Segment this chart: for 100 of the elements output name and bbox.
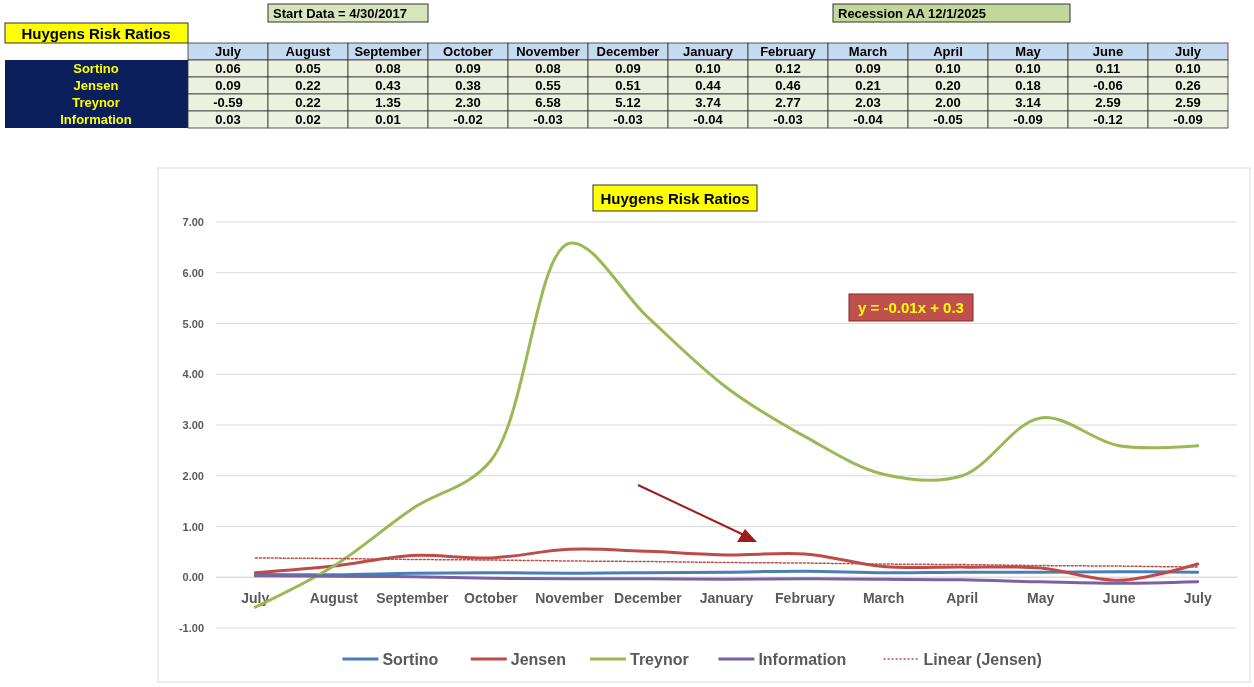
text: Treynor	[72, 95, 120, 110]
text: Jensen	[73, 78, 119, 93]
x-tick-label: July	[1183, 590, 1212, 606]
y-tick-label: 5.00	[182, 317, 204, 330]
data-label: 0.10	[1175, 61, 1201, 76]
data-label: -0.03	[533, 112, 563, 127]
y-tick-label: 4.00	[182, 368, 204, 381]
x-tick-label: August	[309, 590, 359, 606]
data-label: 0.20	[935, 78, 961, 93]
legend-label: Information	[758, 651, 847, 668]
line-series	[253, 574, 1200, 585]
data-label: 0.43	[375, 78, 401, 93]
line-series	[253, 547, 1200, 582]
data-label: -0.12	[1093, 112, 1123, 127]
category-label: March	[848, 44, 888, 59]
data-label: 0.03	[215, 112, 241, 127]
data-label: 2.03	[855, 95, 881, 110]
data-label: -0.06	[1093, 78, 1123, 93]
text: Recession AA 12/1/2025	[838, 6, 986, 21]
data-label: -0.03	[613, 112, 643, 127]
data-label: -0.03	[773, 112, 803, 127]
data-label: 0.09	[455, 61, 481, 76]
data-label: 0.55	[535, 78, 561, 93]
data-label: -0.09	[1173, 112, 1203, 127]
data-label: 0.09	[615, 61, 641, 76]
x-tick-label: February	[775, 590, 836, 606]
data-label: 0.38	[455, 78, 481, 93]
data-label: -0.04	[693, 112, 724, 127]
x-tick-label: January	[699, 590, 754, 606]
category-label: May	[1015, 44, 1041, 59]
category-label: November	[516, 44, 580, 59]
text: Information	[60, 112, 132, 127]
data-label: 0.51	[615, 78, 641, 93]
data-label: 0.08	[375, 61, 401, 76]
data-label: 0.46	[775, 78, 801, 93]
data-label: 3.14	[1015, 95, 1042, 110]
x-tick-label: November	[535, 590, 605, 606]
data-label: 0.10	[935, 61, 961, 76]
data-label: 0.12	[775, 61, 801, 76]
data-label: 2.30	[455, 95, 481, 110]
category-label: July	[1174, 44, 1202, 59]
data-label: 0.08	[535, 61, 561, 76]
x-tick-label: April	[946, 590, 979, 606]
category-label: August	[285, 44, 331, 59]
y-tick-label: 3.00	[182, 419, 204, 431]
data-label: 2.59	[1095, 95, 1121, 110]
category-label: April	[933, 44, 963, 59]
y-tick-label: 0.00	[182, 571, 204, 584]
y-tick-label: -1.00	[178, 622, 204, 634]
data-label: 3.74	[695, 95, 722, 110]
data-label: 0.09	[855, 61, 881, 76]
data-label: 0.18	[1015, 78, 1041, 93]
x-tick-label: May	[1027, 590, 1055, 606]
x-tick-label: June	[1102, 590, 1136, 606]
data-label: 2.77	[775, 95, 801, 110]
data-label: 0.22	[295, 95, 321, 110]
data-label: 0.10	[1015, 61, 1041, 76]
category-label: September	[354, 44, 422, 59]
x-tick-label: December	[614, 590, 683, 606]
x-tick-label: September	[376, 590, 450, 606]
annotation: y = -0.01x + 0.3	[858, 299, 964, 316]
x-tick-label: October	[464, 590, 519, 606]
data-label: 0.09	[215, 78, 241, 93]
y-tick-label: 1.00	[182, 520, 204, 533]
data-label: 0.10	[695, 61, 721, 76]
data-label: 2.59	[1175, 95, 1201, 110]
legend-label: Linear (Jensen)	[923, 651, 1042, 668]
data-label: -0.59	[213, 95, 243, 110]
data-label: -0.02	[453, 112, 483, 127]
data-label: 0.02	[295, 112, 321, 127]
data-label: 0.11	[1095, 61, 1121, 76]
data-label: 0.26	[1175, 78, 1201, 93]
chart-title: Huygens Risk Ratios	[600, 190, 750, 207]
text: Start Data = 4/30/2017	[273, 6, 408, 21]
data-label: 0.44	[695, 78, 722, 93]
y-tick-label: 7.00	[182, 216, 204, 228]
legend-label: Sortino	[382, 651, 439, 668]
category-label: January	[683, 44, 733, 59]
data-label: 5.12	[615, 95, 641, 110]
text: Sortino	[73, 61, 119, 76]
category-label: October	[443, 44, 493, 59]
data-label: 0.22	[295, 78, 321, 93]
y-tick-label: 6.00	[182, 266, 204, 279]
category-label: June	[1092, 44, 1124, 59]
data-label: -0.04	[853, 112, 884, 127]
text: Huygens Risk Ratios	[21, 25, 171, 42]
data-label: 0.21	[855, 78, 881, 93]
legend-label: Treynor	[630, 651, 689, 668]
data-label: -0.05	[933, 112, 963, 127]
data-label: 0.05	[295, 61, 321, 76]
data-label: 2.00	[935, 95, 961, 110]
category-label: December	[596, 44, 660, 59]
data-label: 0.06	[215, 61, 241, 76]
category-label: July	[214, 44, 242, 59]
data-label: 6.58	[535, 95, 561, 110]
legend-label: Jensen	[510, 651, 566, 668]
x-tick-label: July	[241, 590, 270, 606]
data-label: 1.35	[375, 95, 401, 110]
data-label: -0.09	[1013, 112, 1043, 127]
data-label: 0.01	[375, 112, 401, 127]
